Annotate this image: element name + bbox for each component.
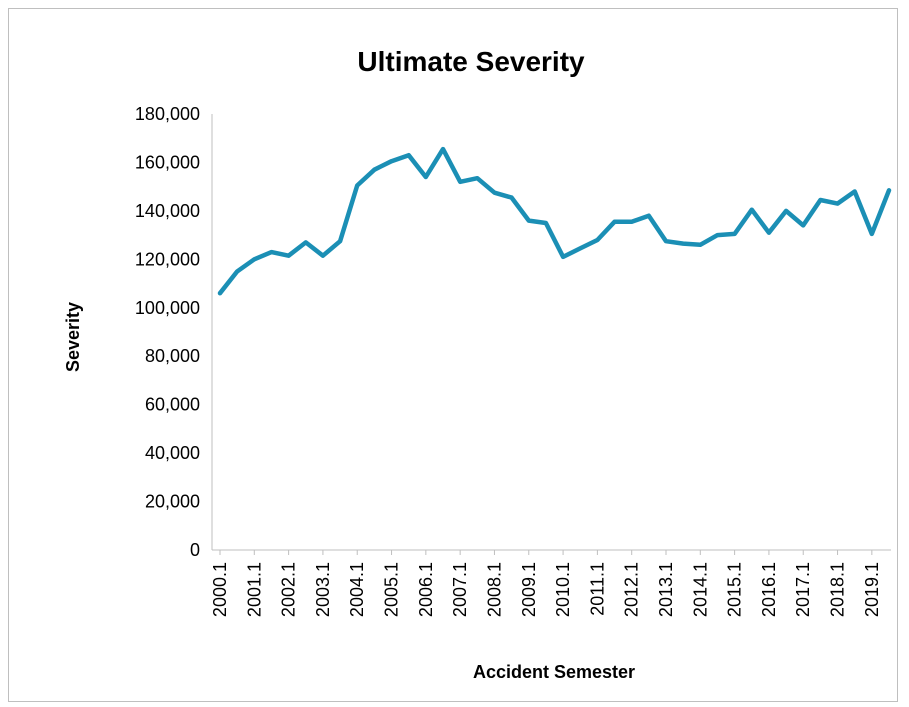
x-tick-label: 2017.1 (793, 562, 813, 617)
chart-frame: Ultimate Severity 0 20,000 40,000 60,000 80,… (8, 8, 898, 702)
x-tick-label: 2012.1 (622, 562, 642, 617)
x-tick-label: 2007.1 (450, 562, 470, 617)
x-tick-label: 2000.1 (210, 562, 230, 617)
x-tick-label: 2009.1 (519, 562, 539, 617)
x-tick-label: 2019.1 (862, 562, 882, 617)
x-tick-label: 2004.1 (347, 562, 367, 617)
x-axis-title: Accident Semester (473, 662, 635, 682)
y-tick-label: 120,000 (135, 249, 200, 269)
y-tick-label: 60,000 (145, 395, 200, 415)
y-tick-label: 20,000 (145, 492, 200, 512)
x-tick-label: 2018.1 (828, 562, 848, 617)
x-tick-label: 2014.1 (690, 562, 710, 617)
x-tick-label: 2016.1 (759, 562, 779, 617)
y-axis: 0 20,000 40,000 60,000 80,000 100,000 120,000 1… (135, 104, 213, 560)
plot-area (217, 146, 892, 296)
x-tick-label: 2015.1 (725, 562, 745, 617)
x-axis: 2000.1 2001.1 2002.1 2003.1 2004.1 2005.1 2006… (210, 549, 891, 617)
series-line-1 (217, 146, 892, 296)
x-tick-label: 2001.1 (244, 562, 264, 617)
line-chart: Ultimate Severity 0 20,000 40,000 60,000 80,… (63, 46, 892, 682)
y-tick-label: 160,000 (135, 152, 200, 172)
x-tick-label: 2002.1 (279, 562, 299, 617)
y-tick-label: 140,000 (135, 201, 200, 221)
x-tick-label: 2005.1 (382, 562, 402, 617)
x-tick-label: 2010.1 (553, 562, 573, 617)
y-tick-label: 0 (190, 540, 200, 560)
y-tick-label: 180,000 (135, 104, 200, 124)
y-tick-label: 40,000 (145, 443, 200, 463)
x-tick-label: 2013.1 (656, 562, 676, 617)
chart-title: Ultimate Severity (357, 46, 585, 77)
x-tick-label: 2006.1 (416, 562, 436, 617)
x-tick-label: 2008.1 (484, 562, 504, 617)
y-axis-title: Severity (63, 302, 83, 372)
y-tick-label: 80,000 (145, 346, 200, 366)
x-tick-label: 2003.1 (313, 562, 333, 617)
y-tick-label: 100,000 (135, 298, 200, 318)
x-tick-label: 2011.1 (587, 562, 607, 616)
